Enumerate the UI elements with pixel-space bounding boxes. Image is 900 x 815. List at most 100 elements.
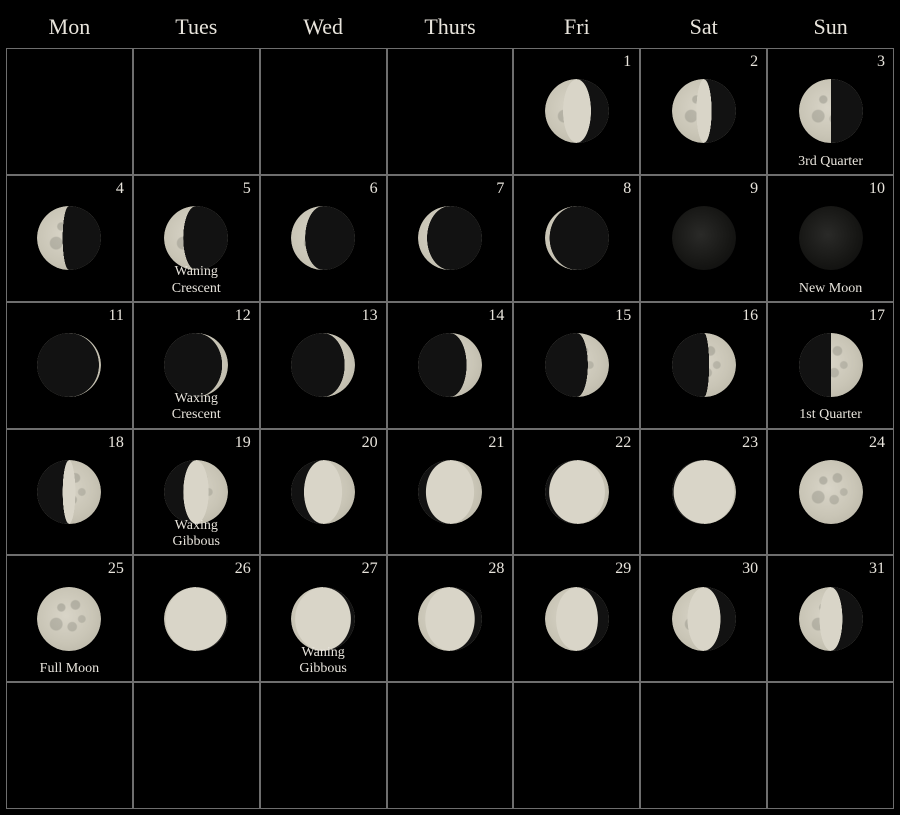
moon-icon xyxy=(672,333,736,397)
moon-icon xyxy=(545,206,609,270)
moon-icon xyxy=(291,333,355,397)
day-number: 13 xyxy=(362,307,378,325)
day-number: 22 xyxy=(615,434,631,452)
day-number: 30 xyxy=(742,560,758,578)
day-number: 23 xyxy=(742,434,758,452)
moon-icon xyxy=(37,460,101,524)
moon-icon xyxy=(418,460,482,524)
phase-label: New Moon xyxy=(768,281,893,297)
calendar-cell: 1 xyxy=(513,48,640,175)
moon-icon xyxy=(291,460,355,524)
phase-label: 3rd Quarter xyxy=(768,154,893,170)
day-number: 27 xyxy=(362,560,378,578)
phase-label: Waxing Gibbous xyxy=(134,518,259,550)
moon-icon xyxy=(799,79,863,143)
weekday-header: Fri xyxy=(513,6,640,48)
phase-label: Waning Gibbous xyxy=(261,645,386,677)
calendar-grid: 1233rd Quarter45Waning Crescent678910New… xyxy=(6,48,894,809)
weekday-header: Wed xyxy=(260,6,387,48)
calendar-cell xyxy=(387,48,514,175)
day-number: 19 xyxy=(235,434,251,452)
phase-label: Waxing Crescent xyxy=(134,391,259,423)
calendar-cell xyxy=(260,48,387,175)
day-number: 11 xyxy=(108,307,123,325)
day-number: 2 xyxy=(750,53,758,71)
moon-icon xyxy=(545,79,609,143)
calendar-cell xyxy=(133,682,260,809)
day-number: 6 xyxy=(370,180,378,198)
calendar-cell xyxy=(640,682,767,809)
day-number: 26 xyxy=(235,560,251,578)
day-number: 31 xyxy=(869,560,885,578)
calendar-cell xyxy=(513,682,640,809)
moon-icon xyxy=(545,460,609,524)
calendar-cell: 2 xyxy=(640,48,767,175)
calendar-cell: 15 xyxy=(513,302,640,429)
moon-phase-calendar: MonTuesWedThursFriSatSun 1233rd Quarter4… xyxy=(0,0,900,815)
moon-icon xyxy=(672,460,736,524)
calendar-cell: 23 xyxy=(640,429,767,556)
day-number: 17 xyxy=(869,307,885,325)
calendar-cell xyxy=(6,48,133,175)
calendar-cell: 9 xyxy=(640,175,767,302)
day-number: 9 xyxy=(750,180,758,198)
moon-icon xyxy=(291,206,355,270)
calendar-cell: 19 Waxing Gibbous xyxy=(133,429,260,556)
day-number: 21 xyxy=(488,434,504,452)
calendar-cell: 4 xyxy=(6,175,133,302)
calendar-cell xyxy=(260,682,387,809)
weekday-header: Sun xyxy=(767,6,894,48)
weekday-header: Tues xyxy=(133,6,260,48)
moon-icon xyxy=(545,587,609,651)
calendar-cell: 13 xyxy=(260,302,387,429)
moon-icon xyxy=(164,333,228,397)
calendar-cell xyxy=(387,682,514,809)
calendar-cell: 29 xyxy=(513,555,640,682)
calendar-cell: 12 Waxing Crescent xyxy=(133,302,260,429)
calendar-cell: 7 xyxy=(387,175,514,302)
day-number: 10 xyxy=(869,180,885,198)
calendar-cell: 24 xyxy=(767,429,894,556)
calendar-cell: 10 New Moon xyxy=(767,175,894,302)
moon-icon xyxy=(164,460,228,524)
calendar-cell: 8 xyxy=(513,175,640,302)
calendar-cell: 30 xyxy=(640,555,767,682)
moon-icon xyxy=(545,333,609,397)
day-number: 28 xyxy=(488,560,504,578)
moon-icon xyxy=(37,333,101,397)
calendar-cell: 6 xyxy=(260,175,387,302)
calendar-cell: 31 xyxy=(767,555,894,682)
weekday-header: Thurs xyxy=(387,6,514,48)
calendar-cell xyxy=(6,682,133,809)
calendar-cell: 5 Waning Crescent xyxy=(133,175,260,302)
day-number: 4 xyxy=(116,180,124,198)
calendar-cell: 18 xyxy=(6,429,133,556)
calendar-cell: 22 xyxy=(513,429,640,556)
day-number: 24 xyxy=(869,434,885,452)
moon-icon xyxy=(164,206,228,270)
day-number: 1 xyxy=(623,53,631,71)
day-number: 14 xyxy=(488,307,504,325)
moon-icon xyxy=(418,206,482,270)
calendar-cell: 26 xyxy=(133,555,260,682)
day-number: 18 xyxy=(108,434,124,452)
calendar-cell: 14 xyxy=(387,302,514,429)
day-number: 12 xyxy=(235,307,251,325)
day-number: 5 xyxy=(243,180,251,198)
calendar-cell xyxy=(767,682,894,809)
day-number: 8 xyxy=(623,180,631,198)
moon-icon xyxy=(37,587,101,651)
weekday-header-row: MonTuesWedThursFriSatSun xyxy=(6,6,894,48)
day-number: 3 xyxy=(877,53,885,71)
calendar-cell: 27 Waning Gibbous xyxy=(260,555,387,682)
calendar-cell: 16 xyxy=(640,302,767,429)
day-number: 16 xyxy=(742,307,758,325)
calendar-cell: 11 xyxy=(6,302,133,429)
calendar-cell: 25Full Moon xyxy=(6,555,133,682)
phase-label: Waning Crescent xyxy=(134,264,259,296)
phase-label: Full Moon xyxy=(7,661,132,677)
calendar-cell xyxy=(133,48,260,175)
moon-icon xyxy=(799,206,863,270)
calendar-cell: 21 xyxy=(387,429,514,556)
moon-icon xyxy=(799,333,863,397)
